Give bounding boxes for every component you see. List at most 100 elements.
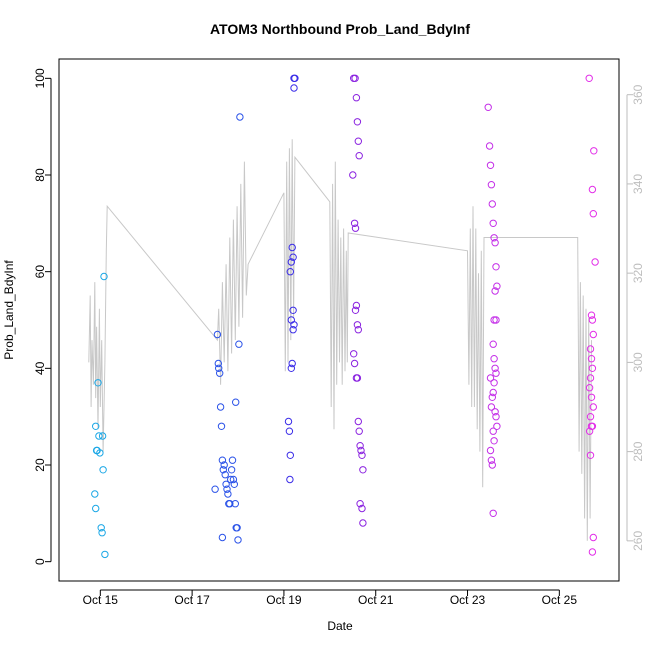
data-point	[91, 490, 99, 498]
y-tick-label: 80	[33, 168, 47, 182]
data-point	[485, 142, 494, 150]
data-point	[492, 413, 500, 421]
data-point	[486, 161, 495, 170]
data-point	[288, 359, 296, 368]
data-point	[220, 461, 228, 469]
data-point	[587, 393, 596, 401]
data-point	[289, 253, 297, 261]
data-point	[350, 359, 359, 368]
data-point	[490, 234, 498, 242]
data-point	[589, 403, 597, 411]
secondary-y-tick-label: 260	[631, 531, 645, 551]
data-point	[101, 550, 109, 559]
secondary-y-tick-label: 360	[631, 84, 645, 104]
data-point	[492, 316, 500, 324]
x-tick-label: Oct 23	[450, 593, 486, 607]
series-group	[484, 103, 501, 517]
secondary-y-tick-label: 340	[631, 174, 645, 194]
secondary-y-tick-label: 320	[631, 263, 645, 283]
data-point	[490, 316, 498, 324]
y-tick-label: 0	[33, 558, 47, 565]
data-point	[288, 243, 296, 252]
series-group	[349, 74, 367, 527]
x-tick-label: Oct 15	[83, 593, 119, 607]
data-point	[352, 301, 361, 310]
data-point	[490, 437, 498, 445]
axes-layer: 0 20 40 60 80 100 Oct 15 Oct 17 Oct 19 Oct 21 Oct …	[33, 68, 645, 607]
data-point	[223, 485, 231, 493]
data-point	[98, 529, 106, 537]
data-point	[487, 456, 496, 464]
data-point	[227, 475, 235, 484]
data-point	[588, 185, 597, 194]
y-tick-label: 20	[33, 458, 47, 472]
data-point	[488, 461, 496, 469]
data-point	[221, 471, 229, 479]
data-point	[289, 306, 297, 314]
data-point	[226, 500, 234, 508]
y-tick-label: 60	[33, 265, 47, 279]
data-point	[585, 384, 594, 392]
data-point	[491, 408, 499, 416]
data-point	[215, 364, 223, 372]
data-point	[351, 74, 359, 83]
series-group	[284, 74, 299, 484]
data-point	[488, 393, 496, 401]
data-point	[488, 200, 496, 208]
data-point	[92, 504, 100, 513]
data-point	[284, 417, 293, 426]
data-point	[222, 480, 230, 488]
series-group	[211, 113, 244, 544]
data-point	[286, 475, 294, 484]
data-point	[236, 113, 244, 121]
data-point	[591, 258, 599, 266]
data-point	[589, 330, 597, 339]
y-tick-label: 40	[33, 361, 47, 375]
data-point	[587, 355, 596, 363]
data-point	[287, 316, 295, 324]
data-point	[487, 181, 496, 189]
data-point	[490, 355, 498, 363]
data-point	[92, 422, 100, 430]
data-point	[489, 388, 497, 397]
chart-title: ATOM3 Northbound Prob_Land_BdyInf	[210, 21, 470, 37]
data-point	[353, 118, 362, 126]
data-point	[217, 422, 226, 430]
data-point	[589, 533, 597, 542]
data-point	[231, 500, 240, 508]
data-point	[289, 326, 297, 334]
data-point	[489, 427, 497, 435]
data-point	[219, 466, 228, 474]
data-point	[586, 413, 595, 421]
data-point	[95, 432, 103, 440]
data-point	[356, 500, 364, 508]
data-point	[287, 258, 295, 266]
points-layer	[91, 74, 599, 559]
data-point	[487, 403, 496, 411]
data-point	[216, 403, 225, 411]
data-point	[285, 427, 294, 435]
data-point	[493, 422, 501, 430]
data-point	[354, 137, 362, 145]
y-tick-label: 100	[33, 68, 47, 88]
data-point	[353, 321, 362, 329]
data-point	[216, 369, 224, 377]
data-point	[587, 311, 596, 319]
data-point	[350, 350, 358, 358]
data-point	[287, 364, 295, 372]
data-point	[484, 103, 492, 112]
data-point	[355, 427, 363, 435]
data-point	[290, 84, 298, 92]
data-point	[232, 398, 240, 406]
data-point	[585, 74, 593, 83]
x-tick-label: Oct 21	[358, 593, 394, 607]
data-point	[490, 379, 498, 387]
series-group	[91, 272, 109, 559]
data-point	[491, 239, 499, 247]
secondary-y-tick-label: 280	[631, 441, 645, 461]
data-point	[493, 282, 501, 290]
data-point	[351, 224, 360, 232]
data-point	[352, 94, 361, 102]
data-point	[357, 446, 365, 455]
